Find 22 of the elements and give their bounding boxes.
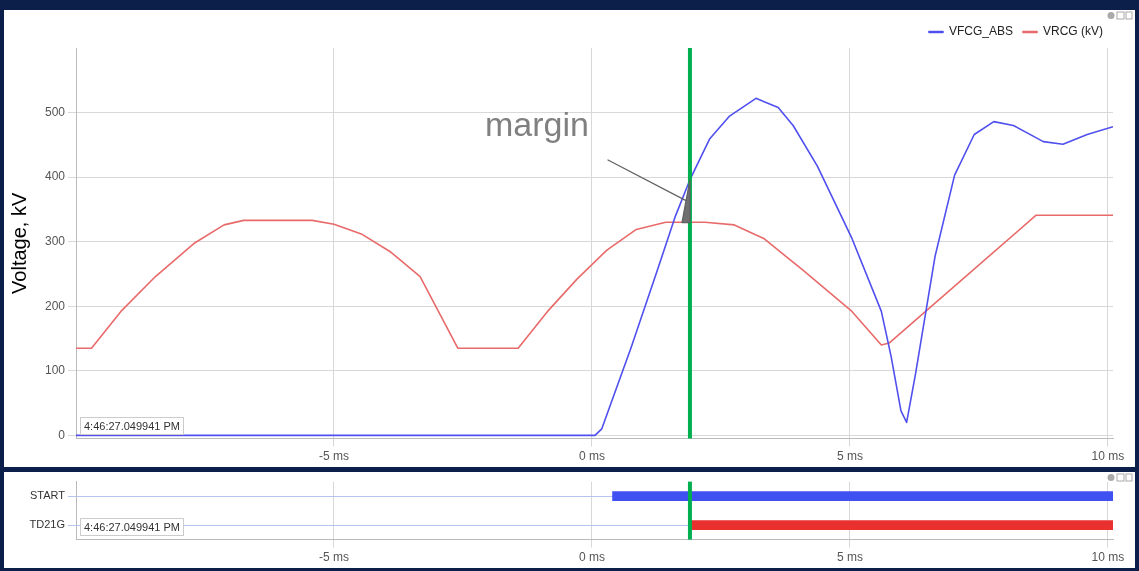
y-tick-label: 0: [58, 427, 66, 442]
legend-label: VFCG_ABS: [948, 24, 1014, 39]
y-tick-label: 500: [44, 104, 66, 119]
y-tick-label: 400: [44, 169, 66, 184]
x-tick-label: 10 ms: [1091, 550, 1125, 565]
y-axis-title: Voltage, kV: [7, 192, 30, 294]
x-tick-label: -5 ms: [318, 449, 349, 464]
y-tick-label: 200: [44, 298, 66, 313]
x-tick-label: -5 ms: [318, 550, 349, 565]
x-tick-label: 0 ms: [578, 550, 605, 565]
annotation: 4:46:27.049941 PM: [80, 416, 185, 435]
y-tick-label: TD21G: [29, 518, 65, 531]
y-tick-label: START: [29, 489, 66, 502]
x-tick-label: 0 ms: [578, 449, 605, 464]
annotation: margin: [484, 104, 589, 144]
x-tick-label: 5 ms: [836, 550, 863, 565]
x-tick-label: 5 ms: [836, 449, 863, 464]
annotation: 4:46:27.049941 PM: [80, 517, 185, 536]
y-tick-label: 100: [44, 363, 66, 378]
y-tick-label: 300: [44, 234, 66, 248]
x-tick-label: 10 ms: [1091, 449, 1125, 464]
legend-label: VRCG (kV): [1043, 24, 1103, 39]
